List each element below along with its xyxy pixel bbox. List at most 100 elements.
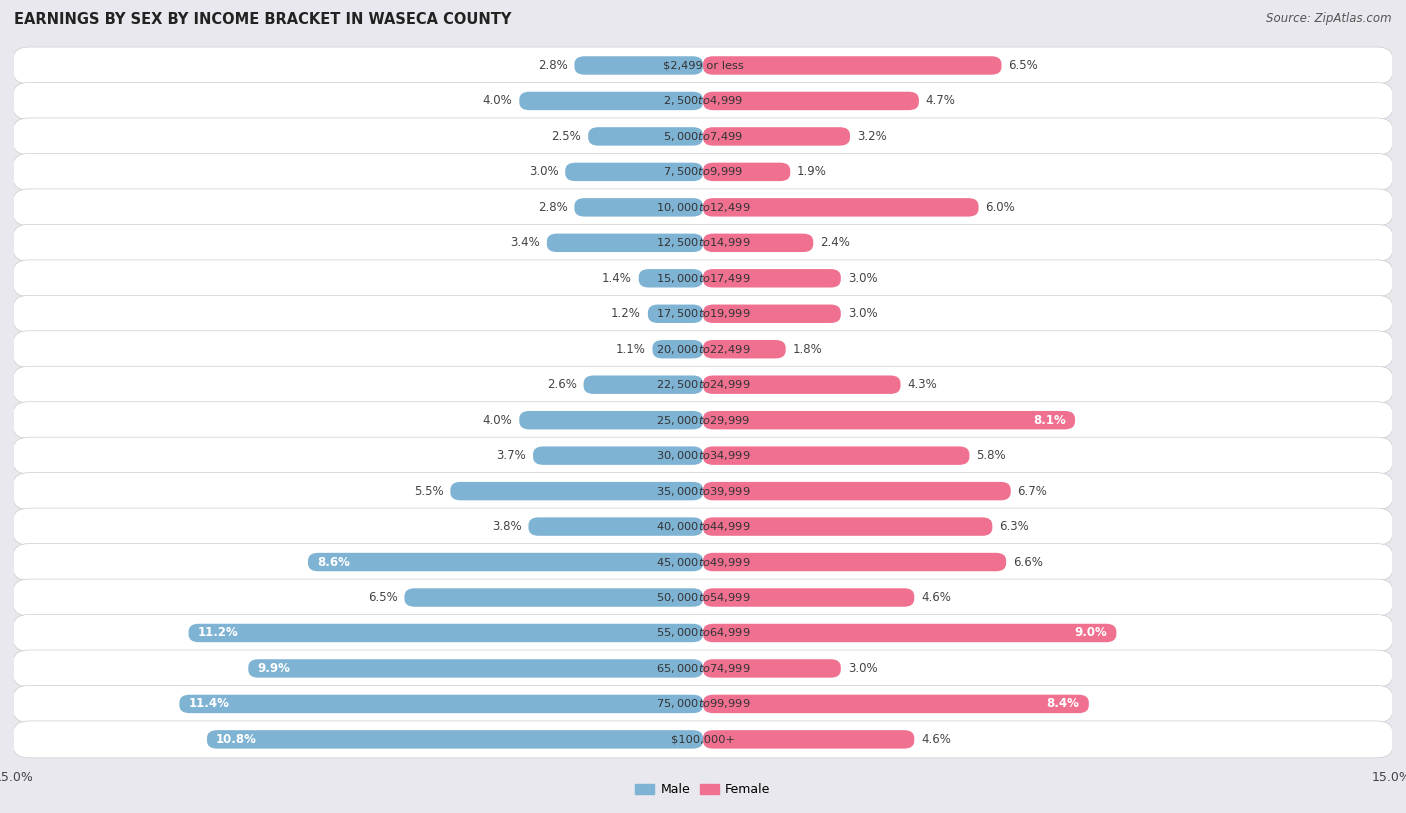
Text: 1.4%: 1.4% [602,272,631,285]
Text: 3.0%: 3.0% [848,662,877,675]
FancyBboxPatch shape [638,269,703,288]
Text: 6.5%: 6.5% [1008,59,1038,72]
Text: 6.6%: 6.6% [1012,555,1043,568]
Text: 9.0%: 9.0% [1074,627,1107,640]
FancyBboxPatch shape [13,331,1393,367]
FancyBboxPatch shape [703,694,1088,713]
FancyBboxPatch shape [13,82,1393,120]
Text: 1.8%: 1.8% [793,343,823,356]
FancyBboxPatch shape [13,437,1393,474]
Text: 4.6%: 4.6% [921,733,950,746]
Text: $35,000 to $39,999: $35,000 to $39,999 [655,485,751,498]
FancyBboxPatch shape [13,154,1393,190]
Text: 2.5%: 2.5% [551,130,581,143]
FancyBboxPatch shape [703,163,790,181]
FancyBboxPatch shape [547,233,703,252]
Text: 2.4%: 2.4% [820,237,851,250]
Text: $40,000 to $44,999: $40,000 to $44,999 [655,520,751,533]
Text: $100,000+: $100,000+ [671,734,735,745]
Text: $15,000 to $17,499: $15,000 to $17,499 [655,272,751,285]
Text: $30,000 to $34,999: $30,000 to $34,999 [655,449,751,462]
FancyBboxPatch shape [703,659,841,678]
Text: 3.0%: 3.0% [848,307,877,320]
Text: 1.1%: 1.1% [616,343,645,356]
FancyBboxPatch shape [703,269,841,288]
Text: 1.2%: 1.2% [612,307,641,320]
FancyBboxPatch shape [703,127,851,146]
Text: $22,500 to $24,999: $22,500 to $24,999 [655,378,751,391]
FancyBboxPatch shape [13,685,1393,723]
FancyBboxPatch shape [575,198,703,216]
FancyBboxPatch shape [652,340,703,359]
FancyBboxPatch shape [249,659,703,678]
Text: 11.4%: 11.4% [188,698,229,711]
FancyBboxPatch shape [575,56,703,75]
FancyBboxPatch shape [703,92,920,111]
Text: $45,000 to $49,999: $45,000 to $49,999 [655,555,751,568]
FancyBboxPatch shape [13,295,1393,333]
FancyBboxPatch shape [588,127,703,146]
Text: EARNINGS BY SEX BY INCOME BRACKET IN WASECA COUNTY: EARNINGS BY SEX BY INCOME BRACKET IN WAS… [14,12,512,27]
Text: $17,500 to $19,999: $17,500 to $19,999 [655,307,751,320]
Text: 2.6%: 2.6% [547,378,576,391]
Text: 9.9%: 9.9% [257,662,291,675]
Text: 6.3%: 6.3% [1000,520,1029,533]
FancyBboxPatch shape [703,589,914,606]
FancyBboxPatch shape [703,482,1011,500]
Text: 2.8%: 2.8% [537,59,568,72]
Text: $5,000 to $7,499: $5,000 to $7,499 [664,130,742,143]
FancyBboxPatch shape [703,305,841,323]
FancyBboxPatch shape [13,579,1393,616]
Legend: Male, Female: Male, Female [630,778,776,802]
FancyBboxPatch shape [188,624,703,642]
FancyBboxPatch shape [13,189,1393,226]
Text: Source: ZipAtlas.com: Source: ZipAtlas.com [1267,12,1392,25]
FancyBboxPatch shape [13,544,1393,580]
Text: 4.3%: 4.3% [907,378,938,391]
FancyBboxPatch shape [703,198,979,216]
Text: 3.7%: 3.7% [496,449,526,462]
FancyBboxPatch shape [450,482,703,500]
FancyBboxPatch shape [13,650,1393,687]
FancyBboxPatch shape [529,517,703,536]
FancyBboxPatch shape [703,340,786,359]
Text: $55,000 to $64,999: $55,000 to $64,999 [655,627,751,640]
Text: 11.2%: 11.2% [198,627,239,640]
Text: 6.0%: 6.0% [986,201,1015,214]
Text: 4.6%: 4.6% [921,591,950,604]
Text: 6.7%: 6.7% [1018,485,1047,498]
Text: $7,500 to $9,999: $7,500 to $9,999 [664,165,742,178]
FancyBboxPatch shape [703,56,1001,75]
FancyBboxPatch shape [13,402,1393,438]
Text: 8.4%: 8.4% [1046,698,1080,711]
Text: $75,000 to $99,999: $75,000 to $99,999 [655,698,751,711]
Text: 3.8%: 3.8% [492,520,522,533]
FancyBboxPatch shape [13,47,1393,84]
FancyBboxPatch shape [519,92,703,111]
FancyBboxPatch shape [703,624,1116,642]
FancyBboxPatch shape [703,517,993,536]
Text: 6.5%: 6.5% [368,591,398,604]
FancyBboxPatch shape [13,721,1393,758]
Text: $10,000 to $12,499: $10,000 to $12,499 [655,201,751,214]
FancyBboxPatch shape [533,446,703,465]
FancyBboxPatch shape [13,224,1393,261]
FancyBboxPatch shape [565,163,703,181]
Text: $20,000 to $22,499: $20,000 to $22,499 [655,343,751,356]
Text: 2.8%: 2.8% [537,201,568,214]
FancyBboxPatch shape [13,118,1393,154]
Text: $65,000 to $74,999: $65,000 to $74,999 [655,662,751,675]
FancyBboxPatch shape [180,694,703,713]
Text: $2,500 to $4,999: $2,500 to $4,999 [664,94,742,107]
Text: 3.4%: 3.4% [510,237,540,250]
Text: 4.7%: 4.7% [925,94,956,107]
Text: $50,000 to $54,999: $50,000 to $54,999 [655,591,751,604]
Text: $2,499 or less: $2,499 or less [662,60,744,71]
Text: 3.2%: 3.2% [856,130,887,143]
FancyBboxPatch shape [405,589,703,606]
Text: 4.0%: 4.0% [482,414,512,427]
FancyBboxPatch shape [703,411,1076,429]
Text: 1.9%: 1.9% [797,165,827,178]
Text: 8.6%: 8.6% [318,555,350,568]
FancyBboxPatch shape [308,553,703,572]
